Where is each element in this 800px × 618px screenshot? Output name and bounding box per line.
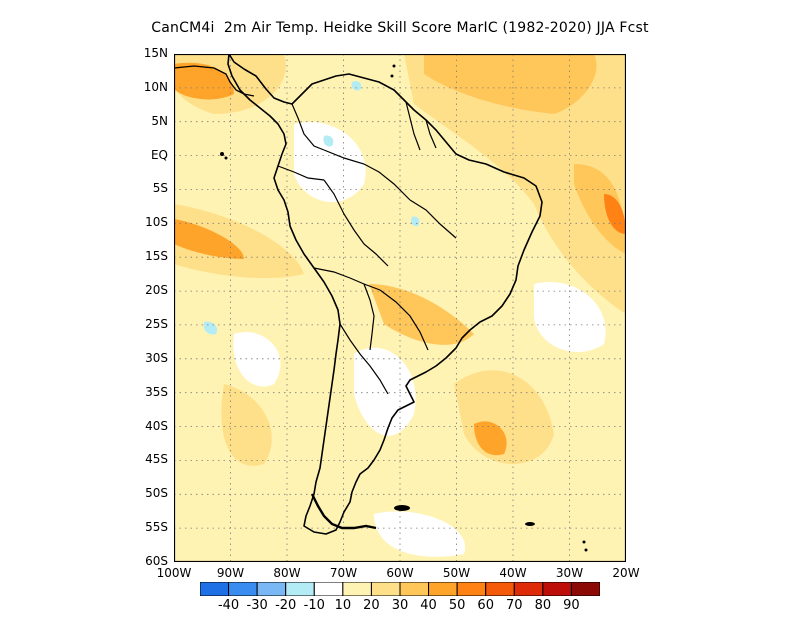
- lat-tick-label: 25S: [145, 316, 168, 331]
- lon-tick-label: 20W: [612, 566, 640, 580]
- colorbar-swatch: [485, 582, 515, 596]
- country-borders: [277, 101, 457, 395]
- colorbar-label: -30: [246, 598, 268, 613]
- colorbar-label: -40: [217, 598, 240, 613]
- lon-tick-label: 80W: [273, 566, 301, 580]
- lat-tick-label: 35S: [145, 384, 168, 399]
- caribbean-island: [392, 64, 396, 68]
- south-georgia-island: [525, 522, 535, 526]
- high-skill-east-atlantic: [574, 164, 626, 254]
- colorbar-label: -10: [303, 598, 325, 613]
- lon-tick-label: 30W: [555, 566, 584, 580]
- negative-skill-patch-1: [351, 81, 362, 91]
- low-skill-area-3: [534, 282, 606, 353]
- colorbar-swatch: [256, 582, 287, 596]
- lon-tick-label: 100W: [156, 566, 192, 580]
- colorbar-swatch: [456, 582, 487, 596]
- lat-tick-label: 60S: [145, 554, 168, 568]
- low-skill-area-5: [374, 511, 466, 557]
- south-sandwich-island: [584, 548, 588, 552]
- colorbar-label: 60: [477, 598, 494, 613]
- galapagos-island: [224, 156, 228, 160]
- high-skill-parana: [369, 284, 474, 345]
- colorbar-swatch: [228, 582, 258, 596]
- south-america-coastline: [227, 54, 543, 535]
- colorbar-swatch: [313, 582, 344, 596]
- falkland-islands: [394, 505, 410, 511]
- lon-tick-label: 60W: [386, 566, 414, 580]
- lat-tick-label: 20S: [145, 283, 168, 298]
- lat-tick-label: 50S: [145, 486, 168, 501]
- lon-tick-label: 40W: [499, 566, 527, 580]
- colorbar-label: 70: [506, 598, 523, 613]
- galapagos-island: [220, 152, 224, 156]
- colorbar: [200, 582, 600, 596]
- higher-skill-pacific-north: [174, 62, 234, 100]
- tierra-del-fuego: [310, 493, 377, 530]
- moderate-skill-pacific-mid: [174, 204, 304, 279]
- higher-skill-pacific-mid: [174, 219, 244, 259]
- lat-tick-label: 45S: [145, 452, 168, 467]
- lat-tick-label: 55S: [145, 520, 168, 535]
- lon-tick-label: 90W: [216, 566, 245, 580]
- colorbar-label: 50: [448, 598, 466, 613]
- lat-tick-label: 15N: [143, 46, 168, 60]
- colorbar-label: -20: [275, 598, 297, 613]
- colorbar-label: 80: [534, 598, 552, 613]
- low-skill-area-4: [233, 332, 281, 387]
- lat-tick-label: 15S: [145, 249, 168, 264]
- colorbar-swatch: [200, 582, 230, 596]
- lat-tick-label: 30S: [145, 350, 168, 365]
- lon-tick-label: 50W: [442, 566, 471, 580]
- lat-tick-label: 10S: [145, 215, 168, 230]
- colorbar-swatch: [428, 582, 458, 596]
- colorbar-label: 30: [391, 598, 409, 613]
- colorbar-swatch: [542, 582, 572, 596]
- colorbar-swatch: [342, 582, 372, 596]
- low-skill-area-1: [294, 122, 366, 203]
- moderate-skill-pacific-south: [221, 384, 272, 466]
- lat-tick-label: 10N: [143, 79, 168, 94]
- map-border: [174, 54, 626, 562]
- colorbar-label: 20: [363, 598, 380, 613]
- colorbar-swatch: [399, 582, 430, 596]
- negative-skill-patch-2: [323, 135, 334, 147]
- central-america-coastline: [174, 65, 255, 97]
- lat-tick-label: EQ: [150, 147, 168, 162]
- chart-title: CanCM4i 2m Air Temp. Heidke Skill Score …: [151, 20, 649, 36]
- higher-skill-south-atlantic: [474, 421, 507, 456]
- colorbar-swatch: [570, 582, 600, 596]
- lat-tick-label: 40S: [145, 418, 168, 433]
- lon-tick-label: 70W: [329, 566, 358, 580]
- moderate-skill-atlantic: [404, 54, 626, 314]
- top-skill-east-atlantic: [604, 194, 626, 234]
- colorbar-swatch: [370, 582, 401, 596]
- high-skill-caribbean: [424, 54, 597, 114]
- colorbar-label: 90: [563, 598, 580, 613]
- lat-tick-label: 5N: [151, 113, 168, 128]
- colorbar-swatch: [285, 582, 315, 596]
- caribbean-island: [390, 74, 394, 78]
- colorbar-label: 10: [334, 598, 352, 613]
- map-frame: [174, 54, 626, 562]
- islands: [220, 64, 588, 552]
- colorbar-label: 40: [420, 598, 437, 613]
- low-skill-area-2: [354, 347, 416, 436]
- lat-tick-label: 5S: [152, 181, 168, 196]
- map-grid: [174, 54, 626, 562]
- south-sandwich-island: [582, 540, 586, 544]
- negative-skill-patch-4: [410, 216, 420, 227]
- skill-score-map: [174, 54, 626, 562]
- colorbar-swatch: [513, 582, 544, 596]
